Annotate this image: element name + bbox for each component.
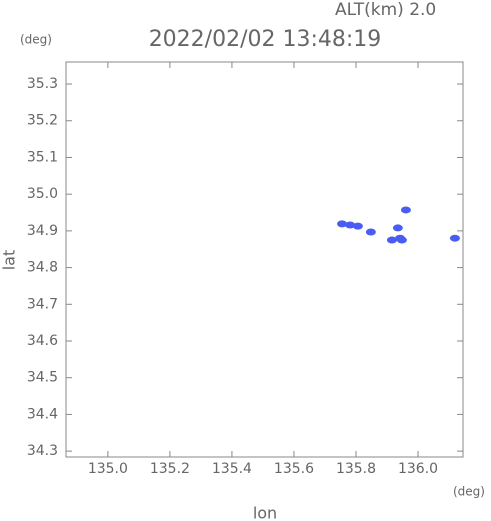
y-tick-label: 35.2	[27, 113, 58, 129]
x-tick-label: 135.2	[150, 461, 190, 477]
echo-point	[400, 206, 411, 214]
annotation: ALT(km) 2.0	[335, 0, 436, 20]
x-tick-label: 135.4	[212, 461, 252, 477]
y-tick-label: 35.0	[27, 186, 58, 202]
chart-title: 2022/02/02 13:48:19	[149, 27, 382, 52]
plot-frame	[65, 61, 464, 458]
y-unit: (deg)	[20, 33, 52, 47]
y-tick-label: 35.1	[27, 149, 58, 165]
echo-point	[352, 222, 363, 230]
x-unit: (deg)	[453, 485, 485, 499]
y-tick-label: 35.3	[27, 76, 58, 92]
echo-point	[392, 224, 403, 232]
x-tick-label: 135.8	[336, 461, 376, 477]
y-axis-title: lat	[0, 250, 19, 271]
x-tick-label: 136.0	[398, 461, 438, 477]
echo-point	[396, 236, 407, 244]
x-tick-label: 135.6	[274, 461, 314, 477]
y-tick-label: 34.9	[27, 223, 58, 239]
x-axis-title: lon	[253, 504, 277, 521]
y-tick-label: 34.7	[27, 296, 58, 312]
echo-point	[337, 220, 348, 228]
x-tick-label: 135.0	[88, 461, 128, 477]
echo-point	[386, 236, 397, 244]
echo-point	[365, 228, 376, 236]
y-tick-label: 34.4	[27, 406, 58, 422]
echo-point	[449, 234, 460, 242]
y-tick-label: 34.8	[27, 260, 58, 276]
echo-point	[345, 221, 356, 229]
y-tick-label: 34.3	[27, 443, 58, 459]
y-tick-label: 34.6	[27, 333, 58, 349]
y-tick-label: 34.5	[27, 370, 58, 386]
